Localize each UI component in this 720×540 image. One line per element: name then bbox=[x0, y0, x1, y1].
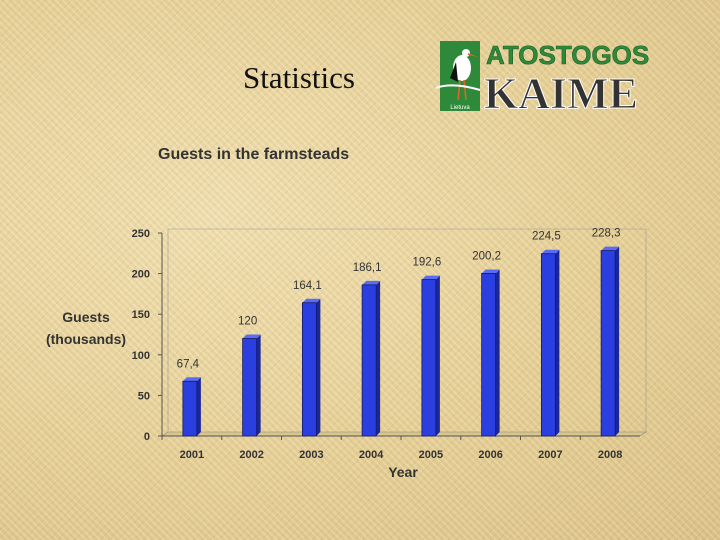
y-axis-label: (thousands) bbox=[46, 331, 126, 347]
bar-side bbox=[555, 249, 560, 436]
bar-side bbox=[196, 377, 201, 436]
x-axis-label: Year bbox=[388, 464, 418, 480]
data-label: 186,1 bbox=[353, 262, 382, 274]
y-tick-label: 50 bbox=[138, 390, 150, 402]
bar bbox=[242, 338, 258, 437]
bar-side bbox=[376, 280, 381, 436]
stork-icon bbox=[436, 49, 481, 101]
atostogos-kaime-logo: Lietuva ATOSTOGOS KAIME bbox=[436, 40, 650, 114]
y-tick-label: 250 bbox=[132, 228, 150, 240]
chart-labels: 2001 67,4 2002 120 2003 164,1 2004 186,1 2005 192… bbox=[46, 228, 622, 480]
chart-floor bbox=[161, 431, 647, 437]
chart-title: Guests in the farmsteads bbox=[158, 146, 350, 163]
bar-top bbox=[302, 298, 321, 303]
bar-top bbox=[601, 246, 620, 251]
x-tick-label: 2008 bbox=[598, 449, 622, 461]
y-tick-label: 100 bbox=[132, 350, 150, 362]
bar bbox=[421, 279, 437, 437]
x-tick-label: 2004 bbox=[359, 449, 384, 461]
x-tick-label: 2007 bbox=[538, 449, 562, 461]
data-label: 67,4 bbox=[177, 358, 200, 370]
y-tick-label: 200 bbox=[132, 269, 150, 281]
data-label: 224,5 bbox=[532, 231, 561, 243]
x-tick-label: 2002 bbox=[239, 449, 263, 461]
y-tick-label: 0 bbox=[144, 431, 150, 443]
bar-side bbox=[256, 334, 261, 436]
bar bbox=[600, 250, 616, 437]
bar bbox=[481, 273, 497, 437]
chart-bars bbox=[182, 246, 620, 437]
chart-axes: 0 50 100 150 200 250 bbox=[132, 228, 647, 443]
data-label: 192,6 bbox=[412, 257, 441, 269]
bar-top bbox=[362, 280, 381, 285]
bar bbox=[361, 284, 377, 437]
logo-line1: ATOSTOGOS bbox=[486, 40, 649, 70]
bar-top bbox=[421, 275, 440, 280]
data-label: 200,2 bbox=[472, 250, 501, 262]
bar bbox=[540, 253, 556, 437]
bar-top bbox=[242, 334, 261, 339]
y-axis-label: Guests bbox=[62, 309, 110, 325]
x-tick-label: 2001 bbox=[180, 449, 204, 461]
logo-line2: KAIME bbox=[484, 69, 638, 114]
bar-side bbox=[316, 298, 321, 436]
x-tick-label: 2003 bbox=[299, 449, 323, 461]
logo-badge-text: Lietuva bbox=[450, 105, 470, 111]
y-tick-label: 150 bbox=[132, 309, 150, 321]
x-tick-label: 2005 bbox=[419, 449, 443, 461]
data-label: 120 bbox=[238, 316, 257, 328]
x-tick-label: 2006 bbox=[478, 449, 502, 461]
data-label: 228,3 bbox=[592, 228, 621, 240]
bar-top bbox=[541, 249, 560, 254]
bar-top bbox=[182, 377, 201, 382]
bar bbox=[182, 380, 198, 437]
bar-side bbox=[615, 246, 620, 436]
bar bbox=[301, 302, 317, 437]
bar-side bbox=[435, 275, 440, 436]
data-label: 164,1 bbox=[293, 280, 322, 292]
bar-top bbox=[481, 269, 500, 274]
bar-side bbox=[495, 269, 500, 436]
slide-title: Statistics bbox=[243, 60, 355, 95]
